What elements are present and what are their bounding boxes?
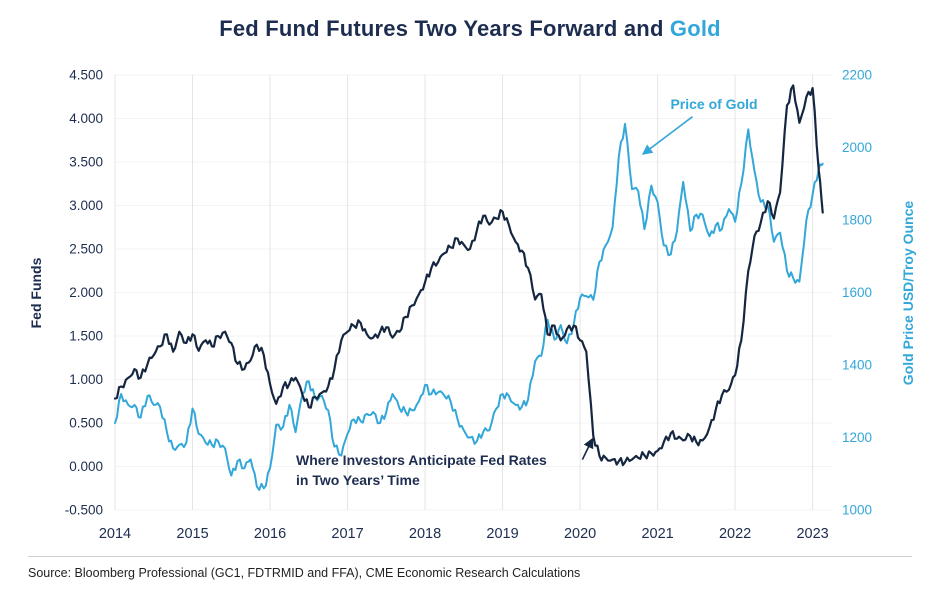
left-axis-tick-label: 3.000	[69, 198, 103, 213]
chart-title-highlight: Gold	[669, 16, 721, 41]
x-axis-tick-label: 2021	[641, 526, 673, 542]
left-axis-tick-label: 4.500	[69, 68, 103, 83]
series-line-gold	[114, 122, 824, 491]
left-axis-tick-label: -0.500	[65, 503, 103, 518]
x-axis-tick-label: 2016	[254, 526, 286, 542]
left-axis-tick-label: 0.500	[69, 416, 103, 431]
left-axis-tick-label: 2.500	[69, 242, 103, 257]
x-axis-tick-label: 2022	[719, 526, 751, 542]
annotation-arrow-gold	[641, 116, 693, 155]
x-axis-tick-label: 2015	[176, 526, 208, 542]
left-axis-tick-label: 0.000	[69, 459, 103, 474]
page-title: Fed Fund Futures Two Years Forward and G…	[0, 16, 940, 42]
source-text: Source: Bloomberg Professional (GC1, FDT…	[28, 566, 581, 580]
right-axis-tick-label: 1000	[842, 503, 872, 518]
annotation-price-of-gold: Price of Gold	[670, 96, 758, 112]
x-axis-tick-label: 2020	[564, 526, 596, 542]
left-axis-tick-label: 2.000	[69, 285, 103, 300]
right-axis-tick-label: 1400	[842, 358, 872, 373]
x-axis-tick-label: 2019	[486, 526, 518, 542]
source-divider	[28, 556, 912, 557]
series-line-fed-funds	[113, 84, 824, 467]
x-axis-tick-label: 2014	[99, 526, 131, 542]
right-axis-tick-label: 1200	[842, 430, 872, 445]
chart-title-main: Fed Fund Futures Two Years Forward and	[219, 16, 670, 41]
left-axis-tick-label: 1.500	[69, 329, 103, 344]
annotation-fed-rates-line1: Where Investors Anticipate Fed Rates	[296, 452, 547, 468]
annotation-fed-rates-line2: in Two Years’ Time	[296, 472, 420, 488]
right-axis-tick-label: 2000	[842, 140, 872, 155]
annotation-fed-rates: Where Investors Anticipate Fed Rates in …	[296, 450, 547, 490]
annotation-arrow-fed	[581, 437, 594, 460]
x-axis-tick-label: 2023	[796, 526, 828, 542]
right-axis-tick-label: 1800	[842, 213, 872, 228]
right-axis-tick-label: 2200	[842, 68, 872, 83]
right-axis-tick-label: 1600	[842, 285, 872, 300]
x-axis-tick-label: 2017	[331, 526, 363, 542]
left-axis-tick-label: 1.000	[69, 372, 103, 387]
x-axis-tick-label: 2018	[409, 526, 441, 542]
left-axis-tick-label: 3.500	[69, 155, 103, 170]
left-axis-tick-label: 4.000	[69, 111, 103, 126]
